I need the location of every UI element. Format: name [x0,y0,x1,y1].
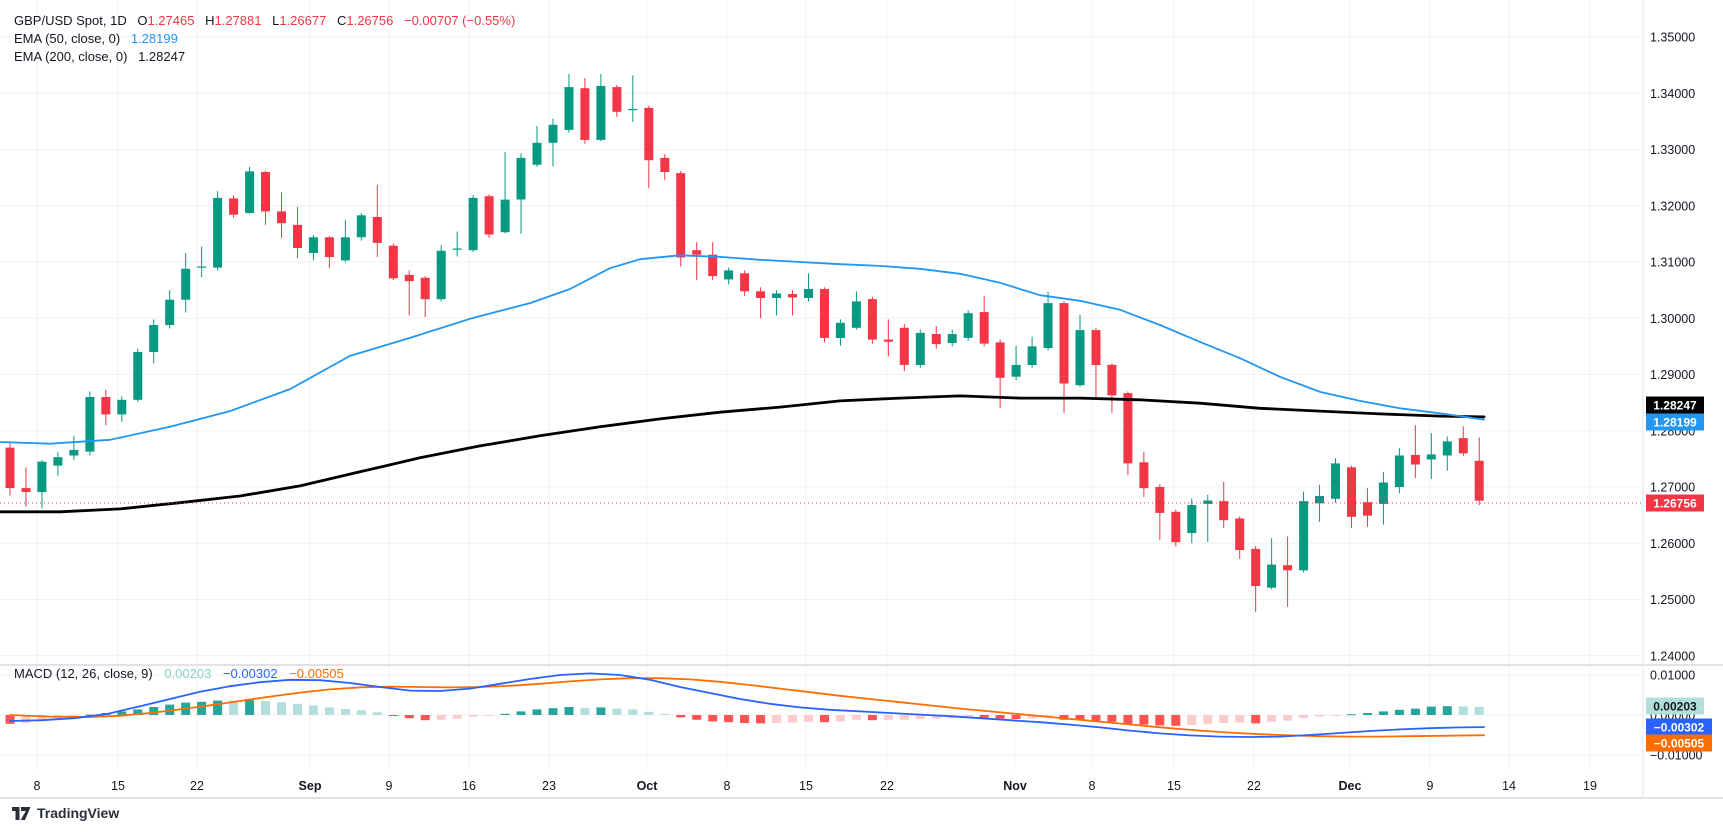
macd-line-value: −0.00302 [222,666,278,681]
svg-text:15: 15 [799,779,813,793]
candlestick-series [5,74,1484,612]
svg-text:1.28247: 1.28247 [1653,399,1697,413]
axis-badge [1646,494,1704,512]
svg-text:22: 22 [1247,779,1261,793]
svg-text:19: 19 [1583,779,1597,793]
macd-signal-value: −0.00505 [289,666,344,681]
macd-legend-row[interactable]: MACD (12, 26, close, 9) 0.00203 −0.00302… [14,666,344,681]
svg-text:1.31000: 1.31000 [1650,256,1695,270]
ema50-label: EMA (50, close, 0) [14,31,121,46]
close-value: 1.26756 [346,13,394,28]
macd-hist-value: 0.00203 [164,666,212,681]
axis-badge [1646,718,1712,736]
macd-line [9,672,1485,738]
tradingview-wordmark: TradingView [37,805,120,821]
svg-text:−0.00505: −0.00505 [1654,737,1705,751]
svg-text:1.33000: 1.33000 [1650,143,1695,157]
pane-borders [0,0,1723,799]
svg-text:1.29000: 1.29000 [1650,368,1695,382]
svg-text:1.26000: 1.26000 [1650,537,1695,551]
svg-text:23: 23 [542,779,556,793]
svg-text:Sep: Sep [299,779,322,793]
ema50-line [0,254,1485,445]
svg-text:1.24000: 1.24000 [1650,649,1695,663]
svg-text:16: 16 [462,779,476,793]
svg-text:14: 14 [1502,779,1516,793]
svg-text:15: 15 [111,779,125,793]
symbol-legend: GBP/USD Spot, 1D O1.27465 H1.27881 L1.26… [14,12,515,66]
axis-badge [1646,413,1704,431]
svg-text:1.30000: 1.30000 [1650,312,1695,326]
svg-text:Dec: Dec [1339,779,1362,793]
high-value: 1.27881 [214,13,262,28]
symbol-row[interactable]: GBP/USD Spot, 1D O1.27465 H1.27881 L1.26… [14,12,515,29]
axis-badge [1646,697,1704,715]
axis-badge [1646,396,1704,414]
axis-badges: 1.28247 1.28199 1.26756 0.00203 −0.00302 −0.0… [1646,396,1712,752]
svg-text:22: 22 [190,779,204,793]
svg-text:8: 8 [1089,779,1096,793]
ema200-row[interactable]: EMA (200, close, 0) 1.28247 [14,48,515,65]
svg-text:22: 22 [880,779,894,793]
change-value: −0.00707 (−0.55%) [403,13,516,28]
ema200-label: EMA (200, close, 0) [14,49,128,64]
macd-label: MACD (12, 26, close, 9) [14,666,153,681]
ema50-value: 1.28199 [130,31,178,46]
svg-text:−0.01000: −0.01000 [1650,749,1703,763]
high-label: H [205,13,215,28]
svg-text:0.01000: 0.01000 [1650,669,1695,683]
tradingview-mark-icon [12,806,31,821]
svg-text:15: 15 [1167,779,1181,793]
svg-text:1.28199: 1.28199 [1653,416,1697,430]
macd-histogram [5,700,1484,726]
svg-text:Oct: Oct [637,779,659,793]
svg-text:8: 8 [34,779,41,793]
open-value: 1.27465 [147,13,195,28]
open-label: O [137,13,148,28]
axis-badge [1646,734,1712,752]
close-label: C [336,13,347,28]
svg-text:8: 8 [724,779,731,793]
ema200-value: 1.28247 [138,49,186,64]
gridlines [0,0,1643,770]
ema50-row[interactable]: EMA (50, close, 0) 1.28199 [14,30,515,47]
tradingview-logo[interactable]: TradingView [12,805,119,821]
svg-text:9: 9 [1427,779,1434,793]
svg-text:Nov: Nov [1003,779,1027,793]
low-label: L [272,13,280,28]
low-value: 1.26677 [279,13,327,28]
time-axis[interactable]: 8 15 22 Sep 9 16 23 Oct 8 15 22 Nov 8 15 22 Dec 9 14 19 [34,779,1597,793]
svg-text:1.26756: 1.26756 [1653,497,1697,511]
svg-text:−0.00302: −0.00302 [1654,721,1705,735]
ema200-line [0,394,1486,514]
svg-text:1.35000: 1.35000 [1650,31,1695,45]
svg-text:1.34000: 1.34000 [1650,87,1695,101]
macd-signal-line [9,677,1485,738]
svg-text:0.00203: 0.00203 [1653,700,1697,714]
svg-text:9: 9 [386,779,393,793]
svg-text:1.32000: 1.32000 [1650,199,1695,213]
svg-text:1.27000: 1.27000 [1650,481,1695,495]
svg-text:1.25000: 1.25000 [1650,593,1695,607]
symbol-title[interactable]: GBP/USD Spot, 1D [14,13,127,28]
